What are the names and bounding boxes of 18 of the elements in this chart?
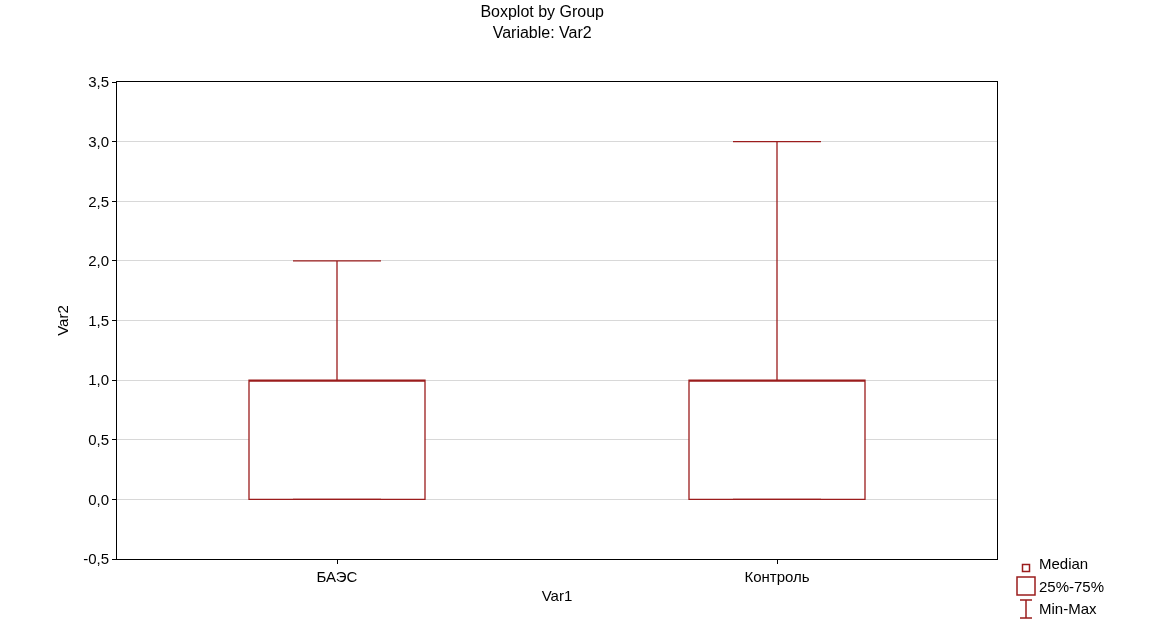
- y-tick-label: 1,5: [88, 311, 109, 329]
- text: 25%-75%: [1039, 578, 1105, 595]
- chart-title: Boxplot by Group: [480, 3, 605, 21]
- y-tick-label: 2,0: [88, 252, 109, 270]
- y-tick-label: 1,0: [88, 371, 109, 389]
- y-axis-title: Var2: [54, 305, 72, 336]
- y-tick-label: 2,5: [88, 192, 109, 210]
- y-tick-label: 0,5: [88, 431, 109, 448]
- y-tick-label: 0,0: [88, 490, 109, 508]
- y-tick-label: 3,5: [88, 73, 109, 91]
- x-tick-label: Контроль: [744, 568, 810, 585]
- y-tick-label: -0,5: [83, 550, 109, 568]
- x-axis-title: Var1: [541, 587, 573, 604]
- text: Min-Max: [1039, 600, 1097, 617]
- y-tick-label: 3,0: [88, 132, 109, 150]
- text: Median: [1039, 555, 1089, 572]
- x-tick-label: БАЭС: [316, 568, 358, 585]
- chart-subtitle: Variable: Var2: [492, 24, 592, 42]
